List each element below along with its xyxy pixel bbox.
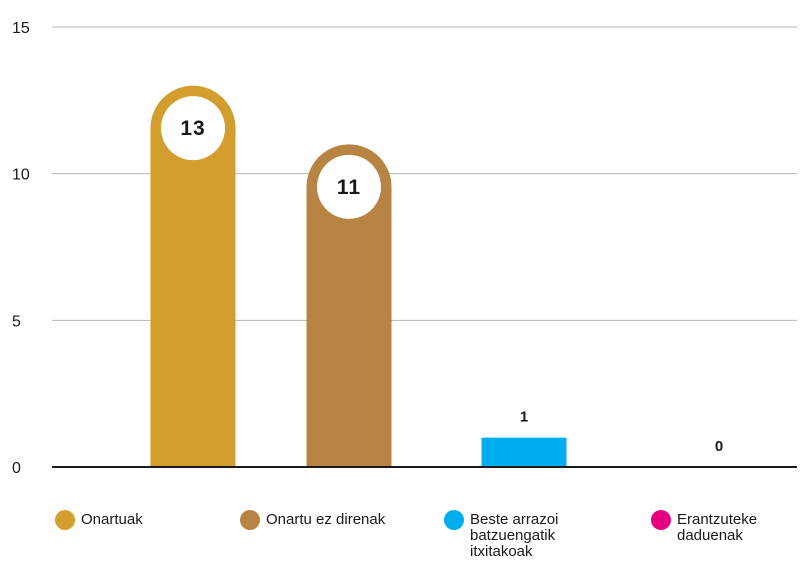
legend-label-line: batzuengatik	[470, 527, 556, 544]
legend-swatch	[240, 510, 260, 530]
legend-label-line: Onartuak	[81, 511, 143, 528]
value-label: 0	[715, 438, 723, 455]
bar	[150, 85, 236, 467]
y-tick-label: 15	[12, 20, 30, 37]
legend-label-line: Beste arrazoi	[470, 511, 559, 528]
legend-swatch	[444, 510, 464, 530]
legend-label-line: Erantzuteke	[677, 511, 758, 528]
y-axis-ticks: 0 5 10 15	[12, 20, 30, 477]
value-bubble	[161, 96, 225, 161]
legend-label: Beste arrazoi batzuengatik itxitakoak	[470, 512, 558, 560]
legend-label: Erantzuteke daduenak	[677, 512, 757, 544]
bar	[481, 437, 567, 467]
bar	[306, 144, 392, 467]
legend-item: Onartuak	[55, 508, 143, 530]
legend-label: Onartuak	[81, 512, 143, 528]
legend-swatch	[55, 510, 75, 530]
y-tick-label: 10	[12, 167, 30, 184]
y-tick-label: 5	[12, 313, 21, 330]
value-bubble	[317, 154, 381, 219]
value-label: 1	[520, 409, 528, 426]
legend-item: Erantzuteke daduenak	[651, 508, 757, 544]
legend-label-line: itxitakoak	[470, 543, 533, 560]
value-label: 13	[180, 117, 205, 140]
y-tick-label: 0	[12, 460, 21, 477]
value-label: 11	[337, 176, 361, 199]
legend-swatch	[651, 510, 671, 530]
legend-label-line: Onartu ez direnak	[266, 511, 386, 528]
legend-item: Onartu ez direnak	[240, 508, 385, 530]
legend: Onartuak Onartu ez direnak Beste arrazoi ba…	[0, 508, 801, 569]
legend-label-line: daduenak	[677, 527, 743, 544]
legend-label: Onartu ez direnak	[266, 512, 385, 528]
legend-item: Beste arrazoi batzuengatik itxitakoak	[444, 508, 558, 560]
bars	[150, 85, 567, 467]
